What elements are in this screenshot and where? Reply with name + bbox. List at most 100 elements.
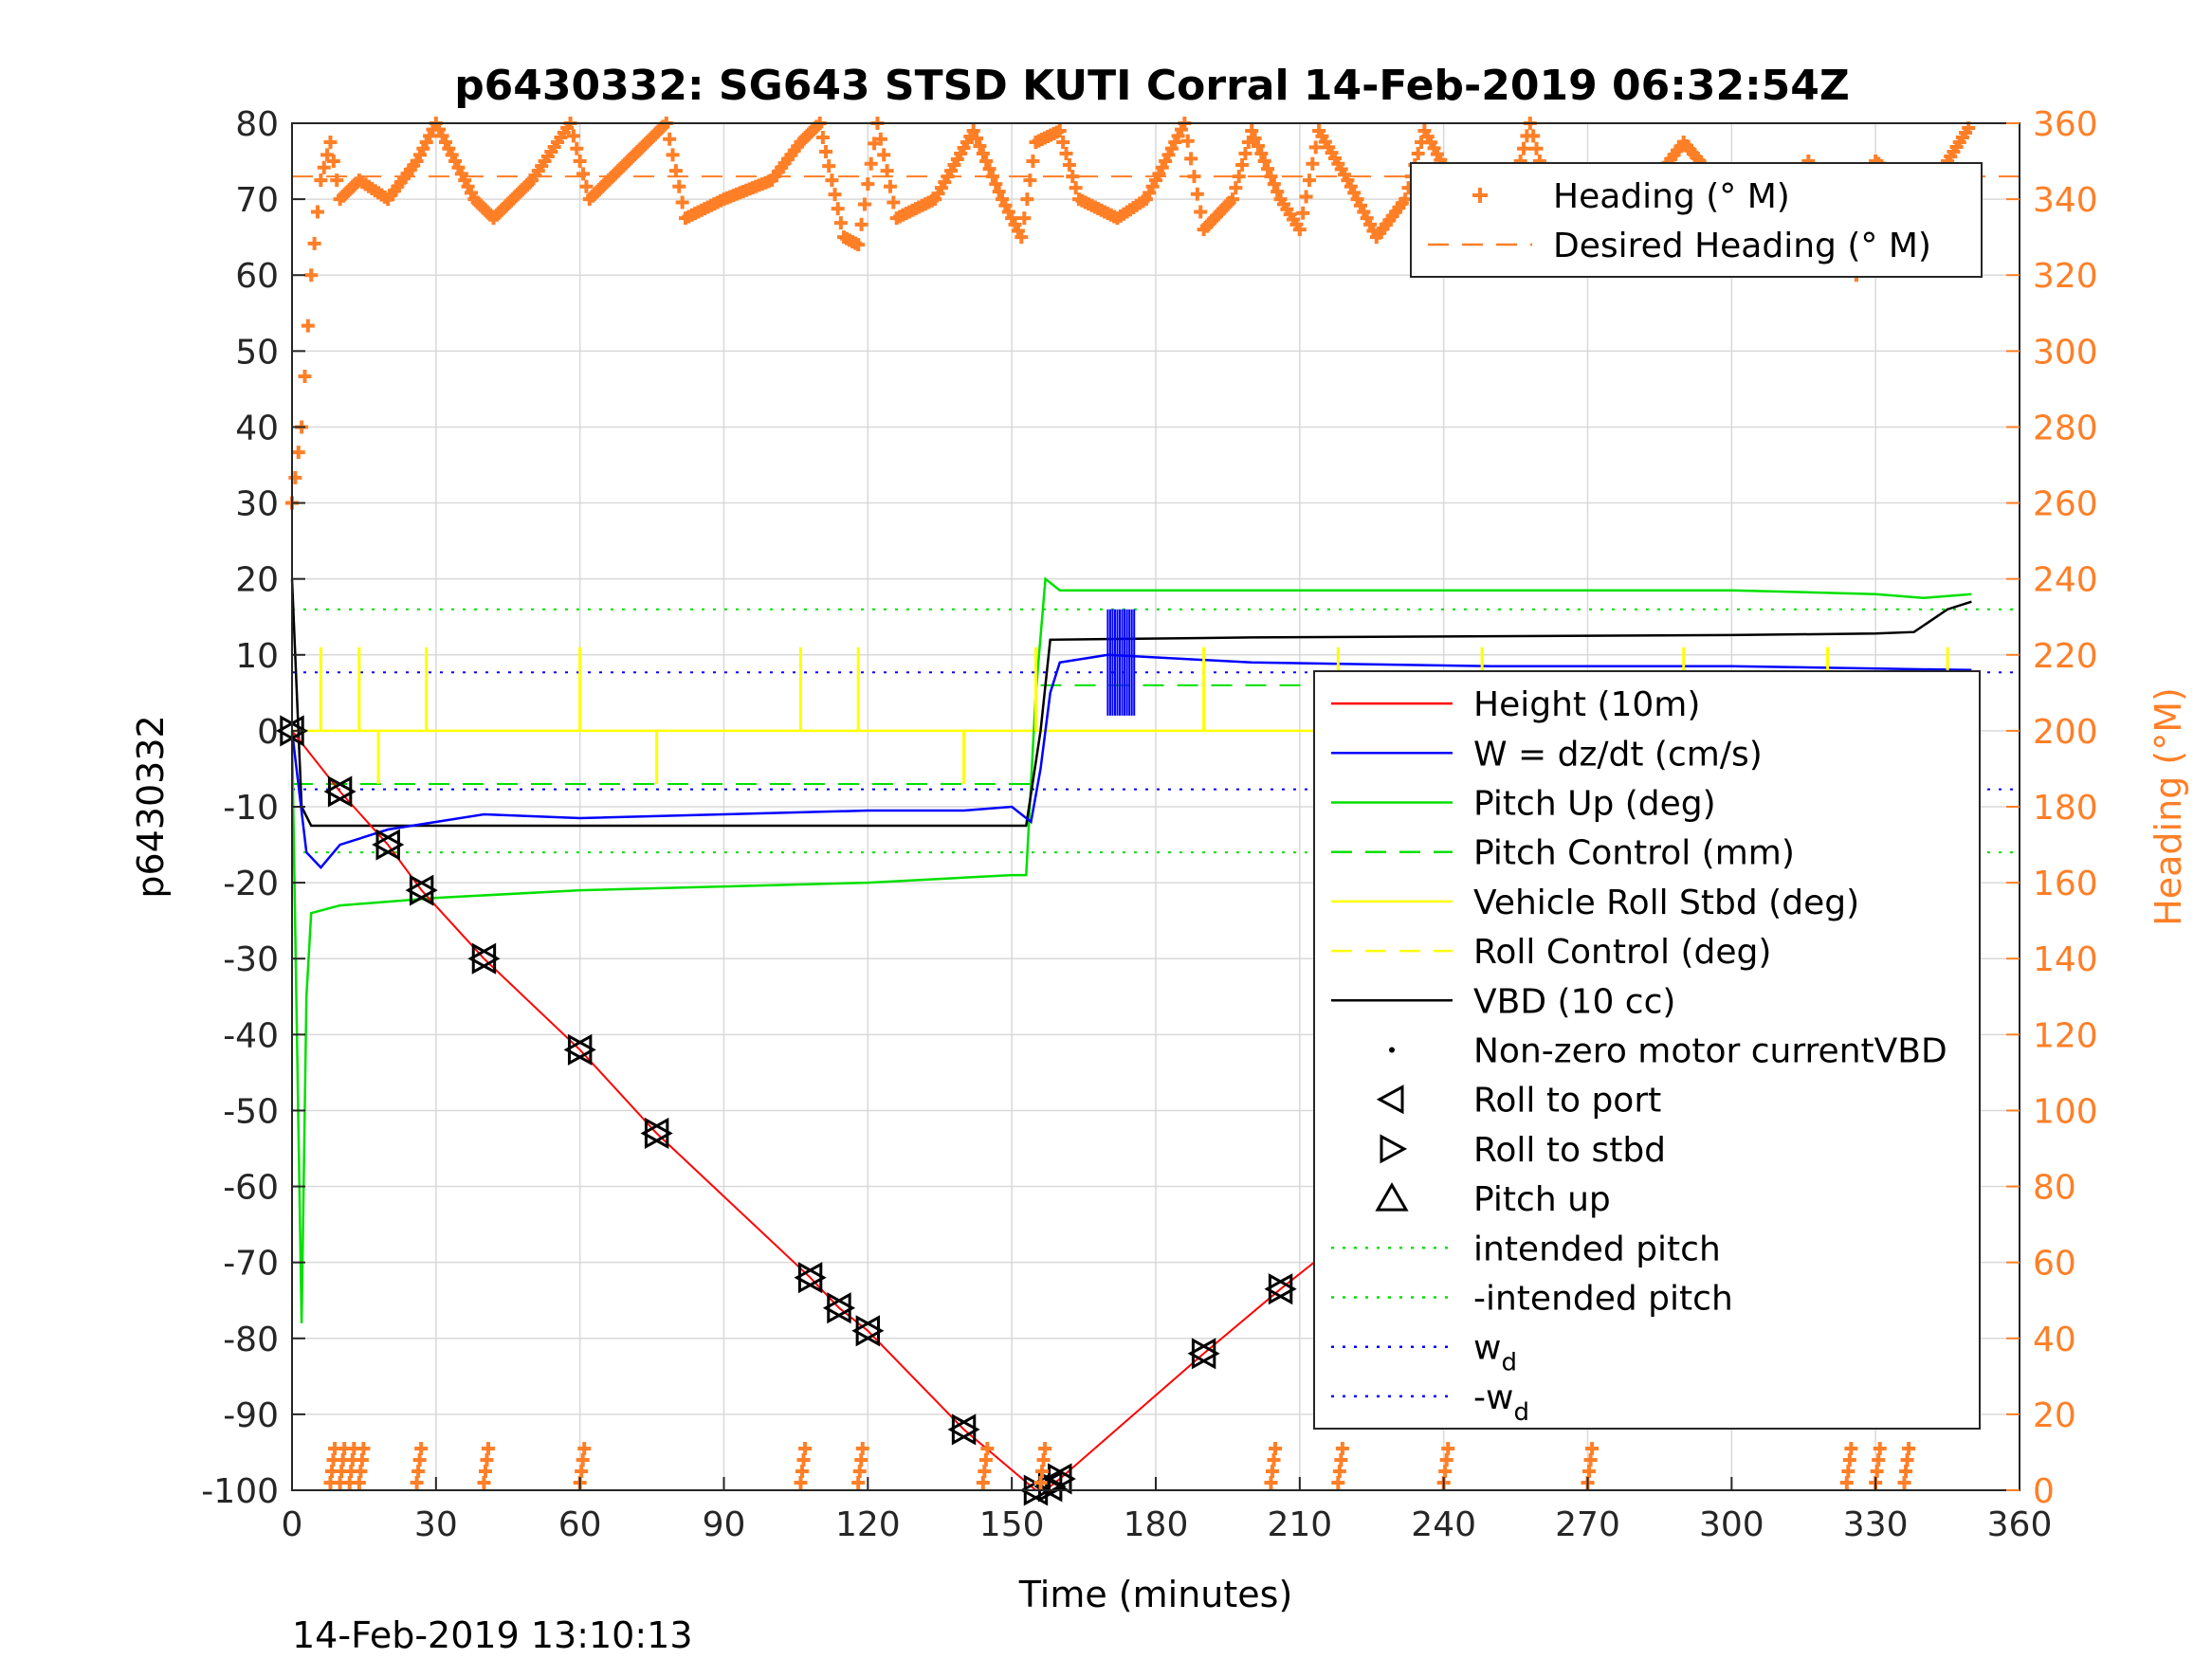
heading-point [1069,181,1083,195]
heading-point [1066,170,1080,184]
legend-heading: Heading (° M) Desired Heading (° M) [1410,162,1983,278]
roll-stbd-marker [567,1033,596,1066]
legend-entry-label: VBD (10 cc) [1473,982,1675,1021]
heading-point [288,470,302,484]
heading-point [1302,173,1316,188]
heading-point [314,173,328,188]
heading-point [1334,1452,1348,1467]
heading-point [1269,1441,1283,1455]
left-tick-label: -80 [223,1321,279,1359]
heading-point [1187,170,1201,184]
legend-sample [1375,1182,1409,1212]
right-tick-label: 220 [2033,637,2098,676]
right-tick-label: 280 [2033,409,2098,447]
heading-point [1872,1452,1886,1467]
heading-point [877,148,891,162]
legend-box [1313,670,1981,1430]
x-tick-label: 30 [414,1505,458,1544]
roll-stbd-marker [827,1292,856,1324]
heading-point [291,446,305,460]
legend-entry-subscript: d [1513,1398,1529,1427]
legend-entry-label: Desired Heading (° M) [1553,227,1931,265]
heading-point [1036,1452,1051,1467]
heading-point [1035,1464,1050,1478]
heading-point [1873,1441,1887,1455]
x-tick-label: 180 [1124,1505,1189,1544]
heading-point [666,148,680,162]
heading-point [326,155,340,169]
heading-point [1267,177,1281,191]
legend-entry-label: Vehicle Roll Stbd (deg) [1473,884,1859,922]
heading-point [1062,158,1076,173]
heading-point [887,195,901,210]
legend-entry-label: Non-zero motor currentVBD [1473,1032,1947,1071]
legend-box [1410,162,1983,278]
left-tick-label: 0 [257,713,279,752]
heading-point [675,195,689,210]
heading-point [1526,129,1541,143]
left-tick-label: -60 [223,1169,279,1208]
right-tick-label: 320 [2033,257,2098,296]
heading-point [672,179,686,193]
heading-point [1264,170,1278,184]
left-axis-label: p6430332 [130,715,172,898]
heading-point [481,1441,495,1455]
left-tick-label: 70 [235,181,279,220]
heading-point [1015,230,1029,245]
heading-point [1265,1464,1279,1478]
legend-entry-label: Heading (° M) [1553,177,1790,216]
left-tick-label: 50 [235,333,279,372]
heading-point [1180,134,1195,148]
heading-point [1020,192,1034,207]
heading-point [1271,185,1285,199]
legend-entry-label: Roll to stbd [1473,1131,1666,1170]
heading-point [1017,211,1032,226]
legend-sample [1389,1047,1395,1053]
left-tick-label: -40 [223,1016,279,1055]
x-tick-label: 150 [979,1505,1045,1544]
heading-point [1331,1475,1345,1489]
x-tick-label: 120 [835,1505,901,1544]
right-tick-label: 260 [2033,485,2098,524]
heading-point [304,268,319,283]
heading-point [1264,1475,1278,1489]
heading-point [1439,1452,1453,1467]
heading-point [1245,124,1259,138]
legend-entry-label: intended pitch [1473,1230,1721,1268]
left-tick-label: 20 [235,561,279,600]
heading-point [966,124,980,138]
heading-point [663,132,677,146]
heading-point [1038,1441,1052,1455]
x-tick-label: 0 [282,1505,303,1544]
roll-stbd-marker [409,874,438,906]
left-tick-label: 10 [235,637,279,676]
heading-point [1582,1464,1597,1478]
heading-point [575,1464,589,1478]
legend-entry-label: Height (10m) [1473,685,1700,724]
heading-point [1411,147,1425,161]
heading-point [831,202,845,216]
heading-point [1251,139,1265,154]
right-tick-label: 20 [2033,1396,2076,1435]
left-tick-label: -20 [223,865,279,903]
left-axis-ticks: -100-90-80-70-60-50-40-30-20-10010203040… [201,105,305,1511]
heading-point [566,129,580,143]
heading-point [828,188,842,202]
heading-point [1235,158,1250,173]
right-axis-label: Heading (°M) [2148,687,2189,926]
heading-point [1842,1452,1856,1467]
x-tick-label: 270 [1555,1505,1620,1544]
heading-point [1529,141,1544,155]
legend-sample [1472,188,1488,203]
heading-point [825,173,839,188]
heading-point [978,1452,993,1467]
heading-point [985,170,999,184]
heading-point [1900,1452,1914,1467]
heading-point [1056,136,1070,150]
legend-entry-label: Pitch up [1473,1180,1611,1219]
legend-entry-label: -intended pitch [1473,1280,1733,1319]
heading-point [1254,147,1269,161]
heading-point [352,1475,366,1489]
roll-stbd-marker [1268,1273,1297,1305]
